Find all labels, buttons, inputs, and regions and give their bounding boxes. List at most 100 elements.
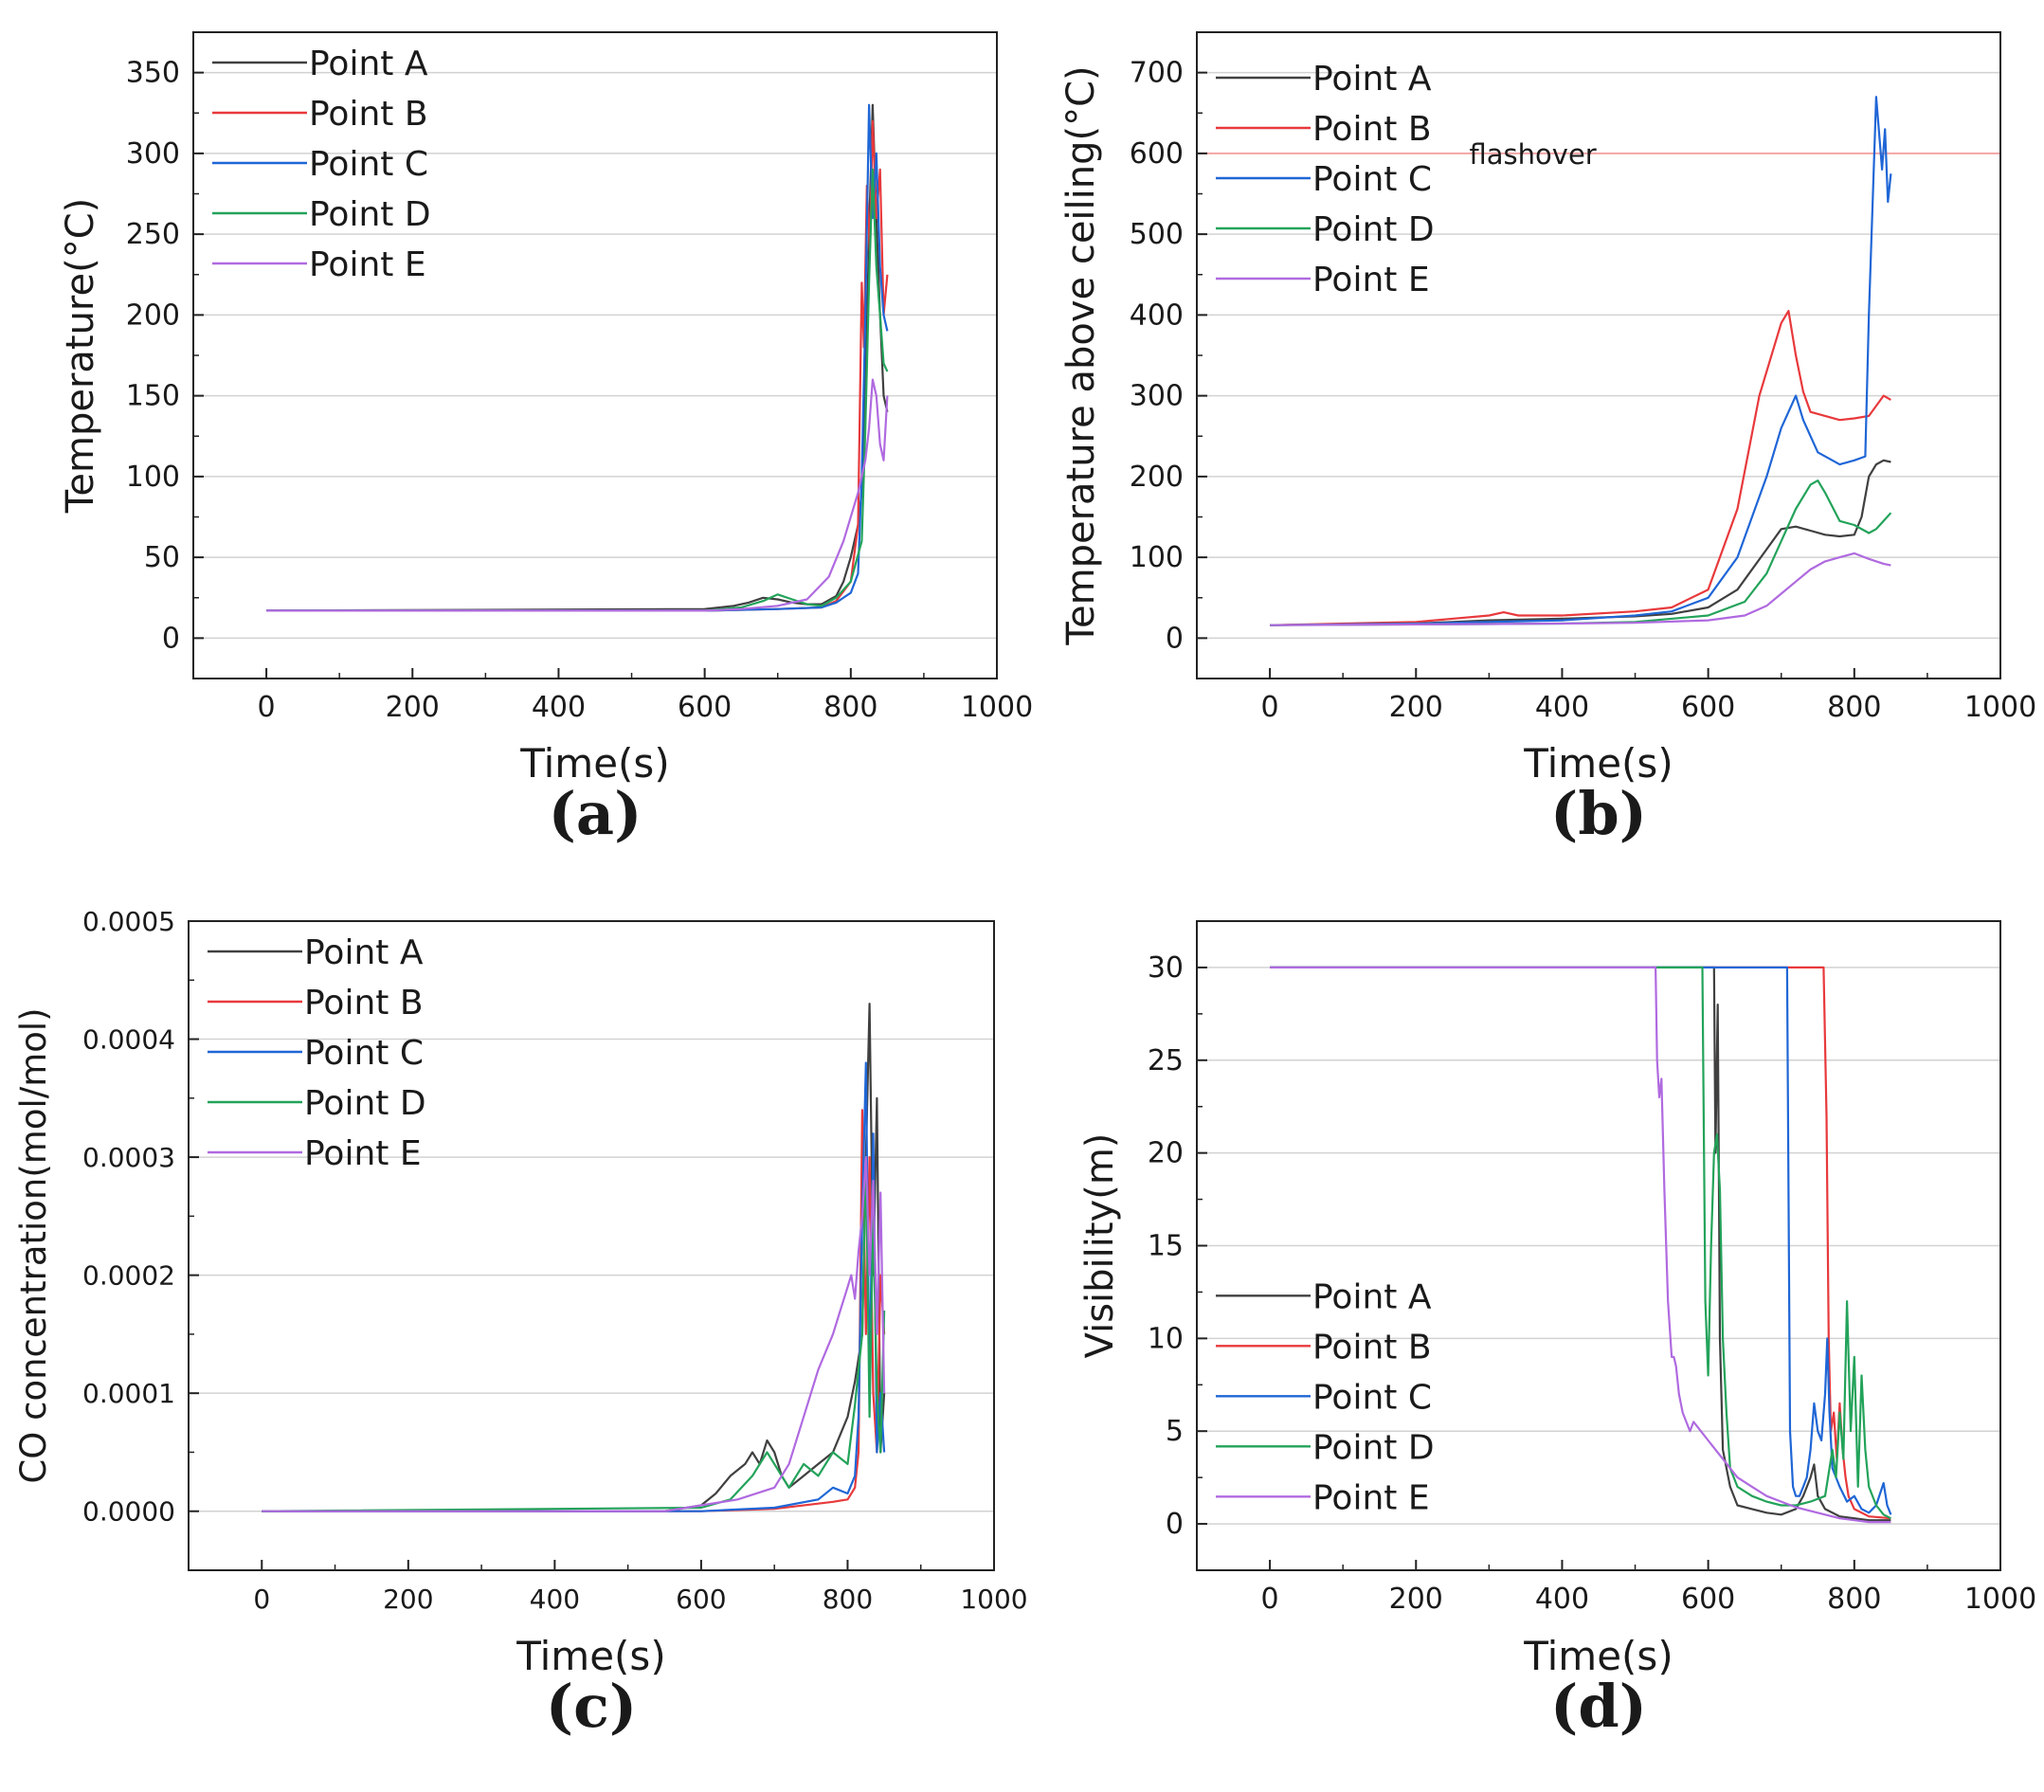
x-tick-label: 0 [1261,1583,1279,1616]
y-tick-label: 400 [1130,299,1184,332]
chart-panel-c: 0 200 400 600 800 1000 0.0000 0.0001 0.0002 0.000… [13,906,1028,1741]
legend-label: Point D [1312,1428,1435,1467]
x-tick-label: 0 [258,691,276,724]
y-tick-label: 30 [1148,951,1184,985]
x-tick-label: 1000 [960,1584,1027,1615]
y-tick-label: 20 [1148,1137,1184,1170]
x-axis-title: Time(s) [519,740,669,787]
panel-label: (d) [1550,1672,1647,1741]
legend-label: Point C [309,145,428,184]
x-tick-label: 400 [532,691,586,724]
x-axis-title: Time(s) [516,1633,665,1679]
y-tick-label: 0.0004 [82,1024,175,1056]
y-tick-label: 0.0005 [82,906,175,937]
series-line-point-e [1270,552,1891,626]
x-tick-label: 600 [1681,691,1735,724]
y-tick-label: 100 [126,461,180,494]
legend-label: Point B [309,95,428,134]
x-tick-label: 0 [253,1584,270,1615]
x-tick-label: 400 [530,1584,580,1615]
y-axis-title: Temperature(°C) [59,198,102,515]
series-line-point-a [262,1003,886,1512]
x-tick-label: 1000 [1964,1583,2036,1616]
x-tick-label: 800 [823,1584,873,1615]
legend-label: Point A [309,45,428,83]
y-tick-label: 150 [126,380,180,413]
y-tick-label: 25 [1148,1044,1184,1077]
x-tick-label: 200 [1389,1583,1443,1616]
y-tick-label: 0.0002 [82,1260,175,1292]
y-tick-label: 0.0001 [82,1378,175,1409]
x-tick-label: 800 [1827,1583,1881,1616]
plot-frame [188,920,995,1571]
x-axis-title: Time(s) [1523,1633,1673,1679]
legend-label: Point C [1312,1378,1432,1417]
y-axis-title: Visibility(m) [1078,1133,1122,1359]
series-line-point-c [262,1061,886,1512]
legend-label: Point E [309,245,426,284]
series-line-point-e [1270,966,1891,1524]
y-tick-label: 0.0000 [82,1496,175,1528]
x-tick-label: 0 [1261,691,1279,724]
y-tick-label: 300 [126,137,180,171]
y-tick-label: 200 [126,299,180,332]
x-tick-label: 400 [1535,691,1589,724]
x-tick-label: 200 [1389,691,1443,724]
y-tick-label: 10 [1148,1322,1184,1355]
legend-label: Point D [1312,210,1435,249]
y-tick-label: 0 [162,622,180,655]
series-line-point-c [1270,966,1892,1515]
y-tick-label: 0.0003 [82,1142,175,1173]
x-axis-title: Time(s) [1523,740,1673,787]
series-line-point-e [262,1155,886,1512]
x-tick-label: 600 [676,1584,726,1615]
series-line-point-d [1270,480,1892,626]
flashover-label: flashover [1470,138,1597,171]
y-tick-label: 250 [126,218,180,251]
x-tick-label: 600 [1681,1583,1735,1616]
legend: Point A Point B Point C Point D Point E [208,933,426,1173]
chart-panel-d: 0 200 400 600 800 1000 0 5 10 15 20 25 30 Time(s) Visi… [1078,920,2036,1741]
legend-label: Point B [1312,1328,1432,1367]
y-tick-label: 15 [1148,1230,1184,1263]
panel-label: (b) [1550,779,1647,848]
legend-label: Point D [304,1084,426,1123]
x-tick-label: 1000 [1964,691,2036,724]
y-tick-label: 0 [1166,622,1184,655]
series-line-point-d [1270,966,1891,1520]
legend-label: Point C [1312,160,1432,199]
panel-label: (c) [546,1672,637,1741]
legend-label: Point B [304,984,424,1023]
y-tick-label: 50 [144,541,180,574]
series-line-point-b [1270,310,1891,626]
legend-label: Point A [304,933,424,972]
x-tick-label: 800 [823,691,877,724]
y-axis-title: CO concentration(mol/mol) [13,1007,54,1483]
y-tick-label: 500 [1130,218,1184,251]
chart-panel-a: 0 200 400 600 800 1000 0 50 100 150 200 250 300 350 Ti… [59,31,1033,848]
legend-label: Point C [304,1034,424,1073]
x-tick-label: 200 [386,691,440,724]
series-line-point-a [1270,459,1891,626]
x-tick-label: 200 [383,1584,433,1615]
series-line-point-e [266,378,889,612]
y-tick-label: 300 [1130,380,1184,413]
x-tick-label: 400 [1535,1583,1589,1616]
legend-label: Point D [309,195,431,234]
panel-label: (a) [549,779,642,848]
y-tick-label: 100 [1130,541,1184,574]
series-line-point-d [266,168,889,612]
x-tick-label: 600 [678,691,732,724]
series-line-point-c [1270,96,1892,626]
legend-label: Point A [1312,1277,1432,1316]
x-tick-label: 1000 [961,691,1033,724]
legend-label: Point E [1312,261,1430,299]
y-tick-label: 600 [1130,137,1184,171]
legend: Point A Point B Point C Point D Point E [212,45,431,284]
legend-label: Point B [1312,110,1432,149]
legend-label: Point E [304,1134,422,1173]
y-tick-label: 0 [1166,1508,1184,1541]
series-line-point-d [262,1155,886,1512]
y-tick-label: 700 [1130,57,1184,90]
